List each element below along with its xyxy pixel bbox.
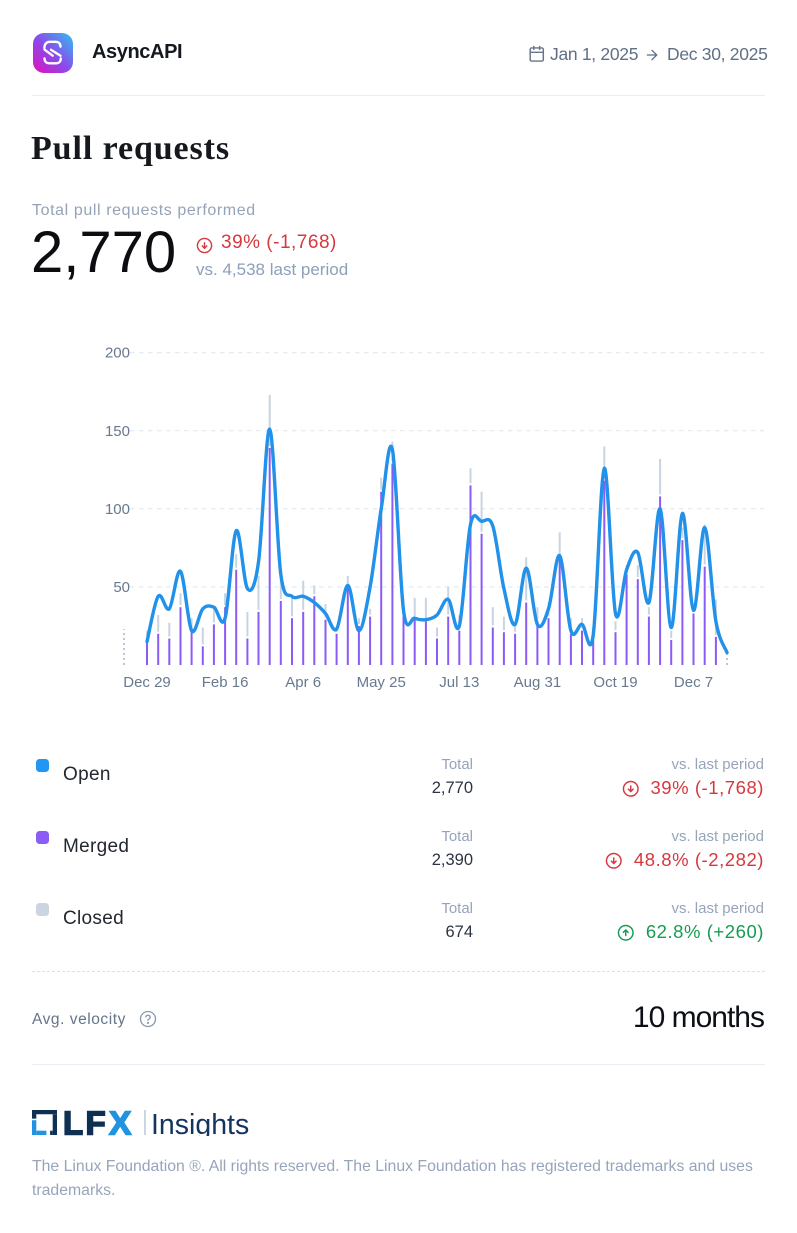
- svg-text:Dec 29: Dec 29: [123, 674, 171, 691]
- svg-text:F: F: [86, 1110, 106, 1136]
- svg-text:50: 50: [113, 579, 130, 596]
- svg-text:150: 150: [105, 423, 130, 440]
- svg-text:Oct 19: Oct 19: [593, 674, 637, 691]
- svg-text:X: X: [109, 1110, 132, 1136]
- svg-text:100: 100: [105, 501, 130, 518]
- svg-text:200: 200: [105, 345, 130, 362]
- svg-text:May 25: May 25: [357, 674, 406, 691]
- svg-text:Apr 6: Apr 6: [285, 674, 321, 691]
- svg-text:Aug 31: Aug 31: [514, 674, 562, 691]
- svg-text:L: L: [63, 1110, 83, 1136]
- svg-text:Insights: Insights: [151, 1110, 249, 1136]
- svg-text:Jul 13: Jul 13: [439, 674, 479, 691]
- svg-text:Dec 7: Dec 7: [674, 674, 713, 691]
- svg-text:Feb 16: Feb 16: [202, 674, 249, 691]
